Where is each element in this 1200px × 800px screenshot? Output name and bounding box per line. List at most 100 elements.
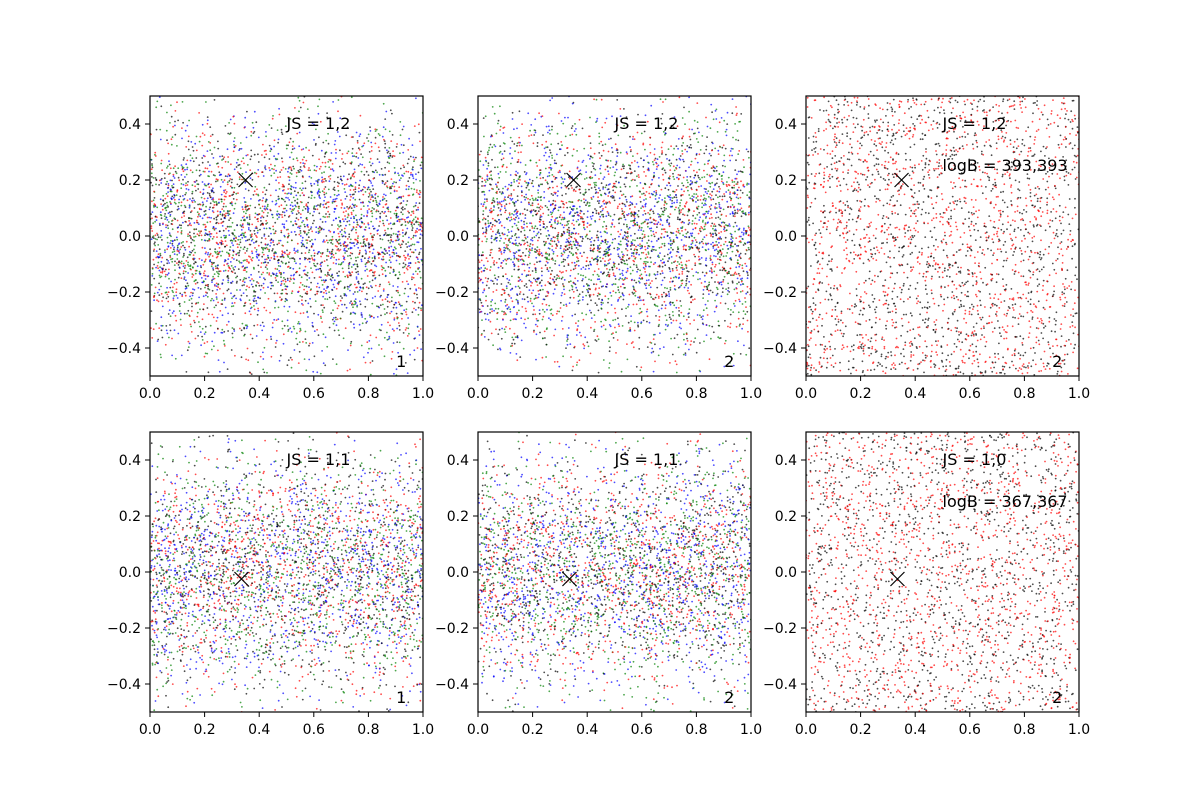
- scatter-point: [158, 269, 161, 272]
- scatter-point: [194, 272, 197, 275]
- scatter-point: [506, 246, 508, 248]
- scatter-point: [242, 259, 245, 262]
- scatter-point: [194, 303, 197, 305]
- scatter-point: [640, 207, 642, 210]
- scatter-point: [191, 146, 194, 148]
- scatter-point: [351, 203, 354, 206]
- scatter-point: [156, 340, 159, 342]
- scatter-point: [327, 210, 329, 213]
- scatter-point: [189, 267, 192, 270]
- scatter-point: [325, 239, 328, 242]
- scatter-point: [317, 204, 319, 207]
- scatter-point: [373, 274, 376, 277]
- scatter-point: [185, 240, 188, 243]
- scatter-point: [319, 120, 322, 123]
- scatter-point: [165, 273, 167, 276]
- scatter-point: [539, 218, 541, 221]
- scatter-point: [169, 167, 172, 170]
- scatter-point: [153, 243, 156, 245]
- scatter-point: [221, 303, 224, 305]
- scatter-point: [371, 162, 374, 165]
- scatter-point: [151, 184, 154, 187]
- scatter-point: [319, 372, 322, 375]
- scatter-point: [392, 232, 395, 235]
- scatter-point: [324, 203, 327, 206]
- scatter-point: [318, 158, 320, 161]
- scatter-point: [609, 167, 612, 169]
- scatter-point: [218, 201, 220, 204]
- scatter-point: [271, 322, 274, 324]
- scatter-point: [204, 226, 207, 229]
- scatter-point: [694, 157, 697, 160]
- scatter-point: [318, 276, 321, 278]
- scatter-point: [336, 194, 338, 197]
- scatter-point: [483, 193, 486, 196]
- scatter-point: [152, 177, 155, 179]
- scatter-point: [293, 349, 296, 351]
- scatter-point: [604, 295, 607, 298]
- scatter-point: [179, 312, 182, 315]
- scatter-point: [310, 226, 313, 229]
- scatter-point: [746, 291, 749, 294]
- scatter-point: [202, 295, 205, 298]
- scatter-point: [370, 150, 373, 152]
- scatter-point: [378, 225, 380, 227]
- scatter-point: [355, 131, 358, 134]
- scatter-point: [224, 259, 227, 261]
- scatter-point: [178, 303, 181, 306]
- scatter-point: [257, 282, 260, 284]
- scatter-point: [408, 264, 410, 267]
- scatter-point: [263, 277, 265, 279]
- scatter-point: [374, 295, 377, 298]
- y-tick-label: 0.0: [119, 229, 141, 245]
- scatter-point: [369, 334, 372, 337]
- scatter-point: [174, 165, 177, 168]
- scatter-point: [505, 171, 507, 173]
- scatter-point: [213, 306, 216, 309]
- scatter-point: [545, 159, 548, 162]
- scatter-point: [367, 140, 370, 142]
- scatter-point: [218, 198, 220, 201]
- scatter-point: [265, 153, 268, 156]
- scatter-point: [366, 210, 369, 212]
- scatter-point: [307, 169, 310, 172]
- scatter-point: [252, 126, 255, 129]
- scatter-point: [721, 146, 724, 149]
- scatter-point: [163, 177, 166, 180]
- scatter-point: [639, 196, 641, 199]
- scatter-point: [729, 326, 731, 329]
- scatter-point: [337, 304, 340, 307]
- scatter-point: [517, 244, 519, 247]
- scatter-point: [331, 289, 334, 291]
- scatter-point: [313, 262, 315, 265]
- scatter-point: [165, 291, 168, 294]
- scatter-point: [323, 281, 326, 283]
- scatter-point: [204, 234, 206, 237]
- scatter-point: [219, 185, 222, 188]
- scatter-point: [350, 257, 352, 260]
- scatter-point: [278, 113, 281, 116]
- scatter-point: [260, 273, 263, 276]
- scatter-point: [170, 280, 173, 283]
- scatter-point: [351, 252, 354, 255]
- scatter-point: [265, 207, 268, 210]
- scatter-point: [390, 245, 393, 248]
- scatter-point: [539, 331, 541, 334]
- scatter-point: [501, 327, 503, 330]
- scatter-point: [194, 282, 197, 285]
- scatter-point: [600, 235, 603, 238]
- scatter-point: [383, 183, 386, 186]
- scatter-point: [322, 362, 325, 365]
- scatter-point: [257, 254, 260, 257]
- scatter-point: [740, 207, 743, 210]
- scatter-point: [309, 258, 311, 260]
- scatter-point: [339, 117, 342, 120]
- scatter-point: [408, 245, 411, 248]
- scatter-point: [372, 248, 375, 251]
- scatter-point: [398, 294, 401, 297]
- scatter-point: [407, 317, 409, 319]
- scatter-point: [419, 180, 421, 182]
- scatter-point: [153, 197, 156, 199]
- scatter-point: [726, 123, 729, 125]
- scatter-point: [244, 236, 247, 238]
